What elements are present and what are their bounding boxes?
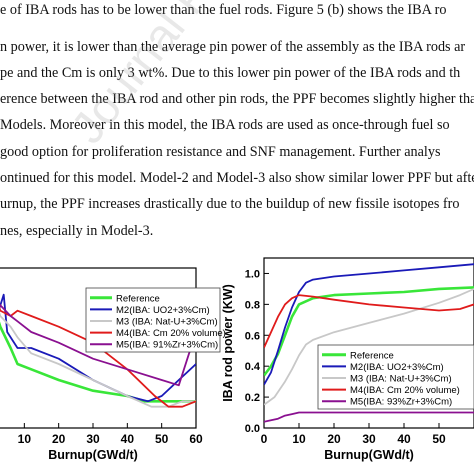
x-tick-label: 40: [397, 432, 411, 446]
chart-ppf: 10 20 30 40 50 60 Burnup(GWd/t) ReferenceM2(IBA…: [0, 267, 226, 462]
y-tick-label: 0.0: [245, 423, 260, 435]
x-axis-label: Burnup(GWd/t): [324, 448, 414, 462]
series-line-m4: [264, 294, 474, 348]
legend-entry: M5(IBA: 93%Zr+3%Cm): [350, 397, 452, 408]
x-tick-label: 30: [86, 432, 100, 446]
paragraph-line: erence between the IBA rod and other pin…: [0, 91, 474, 107]
series-group: [0, 293, 196, 408]
legend-entry: Reference: [350, 350, 394, 361]
legend-entry: M2(IBA: UO2+3%Cm): [116, 305, 210, 316]
y-axis-label: IBA rod power (KW): [221, 284, 235, 402]
y-tick-label: 1.0: [245, 268, 260, 280]
paragraph-line: n power, it is lower than the average pi…: [0, 39, 466, 55]
series-group: [264, 263, 474, 423]
x-tick-label: 60: [189, 432, 203, 446]
legend-entry: M2(IBA: UO2+3%Cm): [350, 362, 444, 373]
legend-entry: M5(IBA: 91%Zr+3%Cm): [116, 340, 218, 351]
legend-entry: M3 (IBA: Nat-U+3%Cm): [116, 317, 218, 328]
legend-entry: M4(IBA: Cm 20% volume): [116, 328, 226, 339]
paragraph-line: pe and the Cm is only 3 wt%. Due to this…: [0, 65, 461, 81]
series-line-reference: [0, 321, 196, 403]
x-tick-label: 10: [18, 432, 32, 446]
y-tick-label: 0.8: [245, 299, 260, 311]
x-tick-label: 0: [261, 432, 268, 446]
y-tick-label: 0.4: [245, 361, 261, 373]
paper-text-block: e of IBA rods has to be lower than the f…: [0, 2, 474, 239]
x-tick-label: 50: [432, 432, 446, 446]
y-tick-label: 0.2: [245, 392, 260, 404]
x-tick-label: 40: [121, 432, 135, 446]
chart-iba-rod-power: 0 10 20 30 40 50 0.0 0.2 0.4 0.6 0.8 1.0 Burnup(GWd/…: [221, 257, 474, 462]
paragraph-line: nes, especially in Model-3.: [0, 223, 154, 239]
x-tick-label: 20: [52, 432, 66, 446]
series-line-m5: [0, 303, 196, 387]
paragraph-line: ontinued for this model. Model-2 and Mod…: [0, 170, 474, 186]
paragraph-line: Models. Moreover in this model, the IBA …: [0, 117, 450, 133]
x-tick-label: 20: [327, 432, 341, 446]
x-axis-label: Burnup(GWd/t): [48, 448, 138, 462]
paragraph-line: good option for proliferation resistance…: [0, 144, 441, 160]
series-line-m5: [264, 411, 474, 423]
legend-entry: Reference: [116, 293, 160, 304]
paragraph-line: e of IBA rods has to be lower than the f…: [0, 2, 447, 18]
legend-entry: M4(IBA: Cm 20% volume): [350, 385, 460, 396]
legend-entry: M3 (IBA: Nat-U+3%Cm): [350, 374, 452, 385]
paragraph-line: urnup, the PPF increases drastically due…: [0, 196, 460, 212]
x-tick-label: 10: [292, 432, 306, 446]
series-line-m2: [0, 293, 196, 403]
x-tick-label: 30: [362, 432, 376, 446]
x-tick-label: 50: [155, 432, 169, 446]
series-line-m3: [264, 288, 474, 406]
y-tick-label: 0.6: [245, 330, 260, 342]
series-line-m2: [264, 263, 474, 386]
